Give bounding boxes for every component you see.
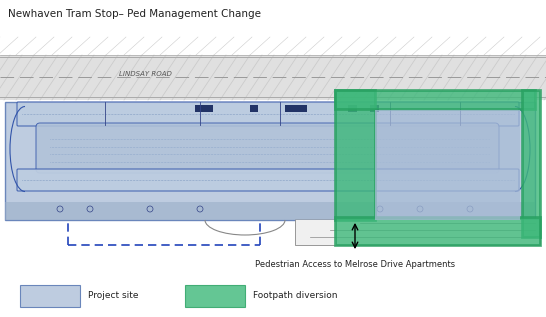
Bar bbox=[522, 90, 540, 237]
Bar bbox=[5, 102, 535, 220]
Bar bbox=[335, 217, 540, 245]
Text: Project site: Project site bbox=[88, 292, 139, 301]
Bar bbox=[370, 105, 379, 112]
Bar bbox=[335, 90, 535, 109]
Bar bbox=[20, 285, 80, 307]
FancyBboxPatch shape bbox=[36, 123, 499, 173]
FancyBboxPatch shape bbox=[17, 169, 519, 191]
Bar bbox=[375, 110, 520, 220]
FancyBboxPatch shape bbox=[17, 102, 519, 126]
Bar bbox=[295, 219, 540, 245]
Bar bbox=[348, 105, 357, 112]
Bar bbox=[185, 285, 245, 307]
Text: Newhaven Tram Stop– Ped Management Change: Newhaven Tram Stop– Ped Management Chang… bbox=[8, 9, 261, 19]
Bar bbox=[335, 90, 375, 220]
Bar bbox=[250, 105, 258, 112]
Bar bbox=[5, 202, 535, 220]
Bar bbox=[285, 105, 307, 112]
Text: Pedestrian Access to Melrose Drive Apartments: Pedestrian Access to Melrose Drive Apart… bbox=[255, 260, 455, 269]
Text: LINDSAY ROAD: LINDSAY ROAD bbox=[118, 71, 171, 77]
Bar bbox=[0, 55, 546, 100]
Bar bbox=[195, 105, 213, 112]
Text: Footpath diversion: Footpath diversion bbox=[253, 292, 337, 301]
